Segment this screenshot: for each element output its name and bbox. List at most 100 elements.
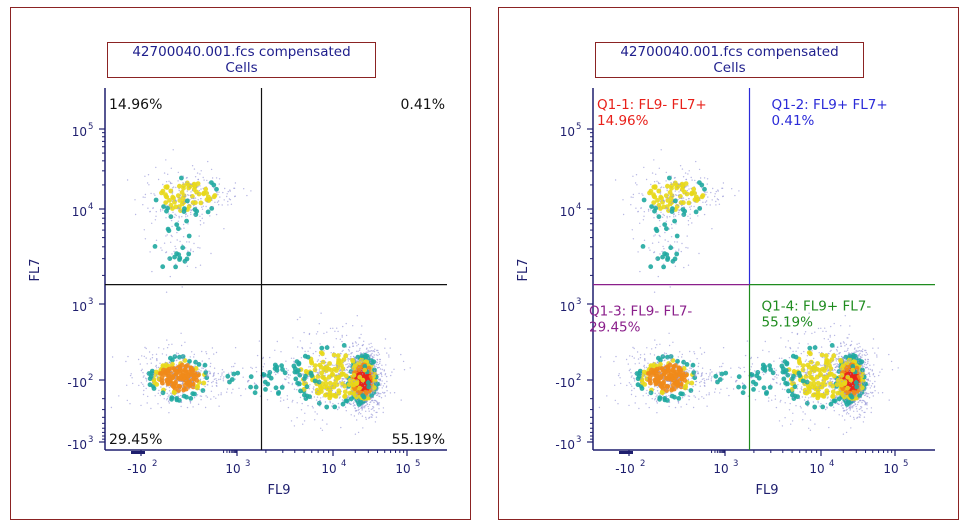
event-dot [184,194,186,196]
event-dot [218,191,220,193]
event-dot [863,370,866,372]
event-dot [379,379,381,382]
event-dot [857,360,859,362]
event-dot [293,376,299,382]
event-dot [299,340,301,342]
event-dot [868,393,870,395]
event-dot [658,167,660,169]
event-dot [369,356,371,358]
event-dot [383,382,386,385]
event-dot [660,211,662,213]
event-dot [863,365,865,367]
event-dot [175,199,177,202]
event-dot [791,389,794,391]
event-dot [357,413,360,415]
event-dot [868,372,871,374]
event-dot [672,256,678,262]
event-dot [812,372,814,374]
event-dot [143,229,145,231]
event-dot [182,236,185,238]
event-dot [197,372,199,374]
event-dot [784,389,786,391]
event-dot [632,238,635,240]
left-scatter-plot[interactable]: -10 2 10 3 10 4 10 510 510 410 3-10 2-10 3FL9FL714.9… [11,8,472,521]
event-dot [386,380,388,383]
event-dot [263,387,268,392]
event-dot [221,369,224,371]
event-dot [690,176,692,179]
event-dot [669,183,675,189]
event-dot [773,368,776,370]
event-dot [655,173,657,175]
event-dot [687,247,689,249]
event-dot [692,190,697,196]
event-dot [658,370,660,373]
event-dot [856,403,859,406]
event-dot [842,433,845,435]
event-dot [315,383,317,386]
event-dot [147,382,153,388]
event-dot [662,378,664,380]
event-dot [130,373,132,375]
event-dot [798,397,801,400]
event-dot [185,195,187,198]
event-dot [662,213,664,215]
event-dot [269,356,271,359]
event-dot [309,384,311,386]
event-dot [219,378,222,380]
event-dot [320,397,322,399]
event-dot [308,366,310,368]
event-dot [189,402,192,404]
event-dot [863,394,866,397]
event-dot [357,409,359,411]
event-dot [644,367,646,369]
event-dot [362,389,368,395]
right-scatter-plot[interactable]: -10 2 10 3 10 4 10 510 510 410 3-10 2-10 3FL9FL7Q1-1… [499,8,960,521]
event-dot [379,362,381,365]
event-dot [180,401,183,403]
event-dot [818,371,823,377]
event-dot [218,378,220,381]
event-dot [696,370,698,372]
event-dot [215,382,217,384]
event-dot [194,197,197,199]
event-dot [710,191,712,194]
event-dot [857,401,859,404]
event-dot [167,400,170,403]
event-dot [333,364,335,367]
event-dot [371,355,374,358]
event-dot [701,396,703,398]
event-dot [222,191,224,194]
event-dot [656,402,658,404]
plot-subtitle: Cells [713,60,746,76]
event-dot [346,366,349,369]
event-dot [643,215,645,217]
event-dot [193,197,195,199]
event-dot [667,175,672,181]
event-dot [615,355,617,358]
event-dot [677,370,683,376]
event-dot [129,403,131,405]
event-dot [175,214,177,217]
event-dot [326,423,328,425]
event-dot [194,176,197,178]
event-dot [187,223,189,225]
event-dot [843,362,845,364]
event-dot [145,380,148,382]
event-dot [848,352,850,354]
event-dot [373,356,375,358]
event-dot [362,403,365,405]
event-dot [606,395,608,397]
event-dot [230,203,233,205]
event-dot [640,374,643,377]
event-dot [665,398,670,403]
event-dot [212,206,214,208]
event-dot [674,241,676,243]
event-dot [693,353,696,355]
event-dot [186,194,189,196]
event-dot [276,340,278,343]
y-tick-label: -10 [67,376,87,390]
event-dot [665,171,667,174]
event-dot [634,371,640,376]
event-dot [367,405,369,408]
